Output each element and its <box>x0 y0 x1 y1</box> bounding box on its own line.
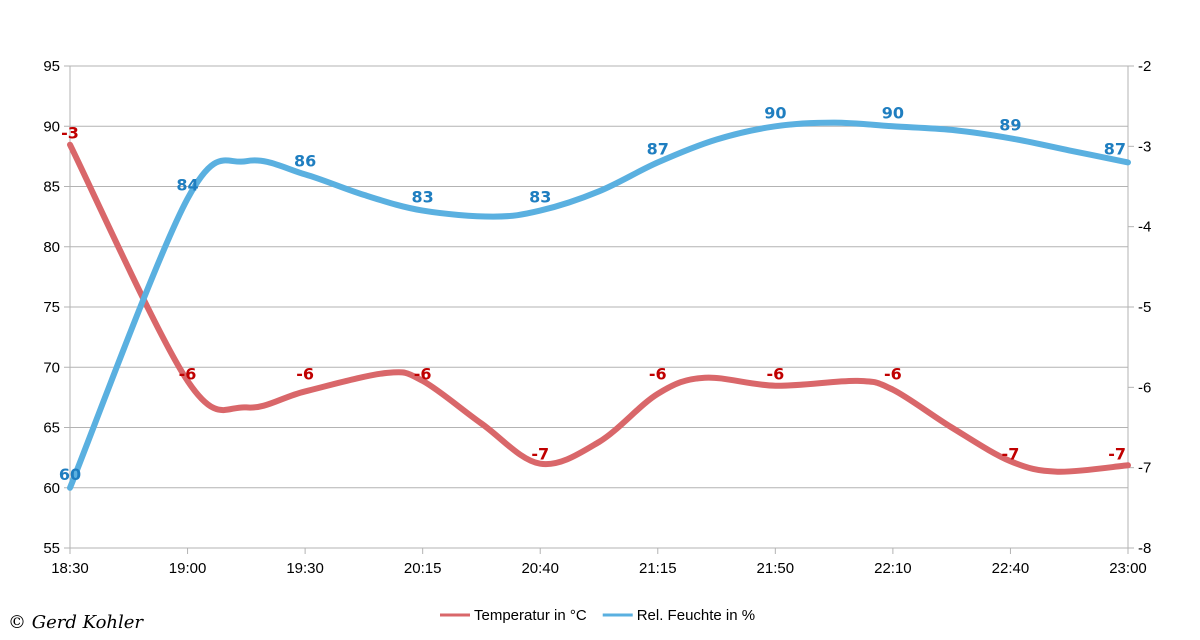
data-label: -7 <box>1108 445 1126 464</box>
data-labels: -3 -6 -6 -6 -7 -6 -6 -6 -7 -7 60 84 86 83 83 87 90 90 89 87 <box>59 103 1126 484</box>
legend: Temperatur in °C Rel. Feuchte in % <box>440 607 755 624</box>
data-label: 90 <box>882 103 904 122</box>
x-tick-label: 20:40 <box>521 560 559 577</box>
data-label: 86 <box>294 151 316 170</box>
left-y-tick-label: 85 <box>43 179 60 196</box>
right-y-tick-label: -8 <box>1138 540 1151 557</box>
right-y-tick-label: -6 <box>1138 379 1151 396</box>
x-tick-label: 21:50 <box>757 560 795 577</box>
right-y-tick-label: -7 <box>1138 460 1151 477</box>
data-label: -6 <box>884 364 902 383</box>
copyright-text: © Gerd Kohler <box>8 612 144 633</box>
left-y-tick-label: 65 <box>43 420 60 437</box>
legend-label: Temperatur in °C <box>474 607 587 624</box>
data-label: 87 <box>1104 139 1126 158</box>
left-y-tick-label: 80 <box>43 239 60 256</box>
data-label: 89 <box>999 115 1021 134</box>
left-y-tick-label: 60 <box>43 480 60 497</box>
series-line-humidity <box>67 119 1131 491</box>
data-label: 83 <box>529 188 551 207</box>
left-y-tick-label: 70 <box>43 359 60 376</box>
data-label: 83 <box>412 188 434 207</box>
legend-label: Rel. Feuchte in % <box>637 607 755 624</box>
data-label: -6 <box>414 364 432 383</box>
right-y-tick-label: -2 <box>1138 58 1151 75</box>
data-label: -7 <box>1002 445 1020 464</box>
x-tick-label: 19:30 <box>286 560 324 577</box>
x-tick-label: 21:15 <box>639 560 677 577</box>
grid-lines <box>70 65 1128 549</box>
x-tick-label: 18:30 <box>51 560 89 577</box>
data-label: -6 <box>649 364 667 383</box>
right-y-tick-label: -3 <box>1138 138 1151 155</box>
right-y-axis-tick-labels: -8 -7 -6 -5 -4 -3 -2 <box>1138 58 1151 557</box>
data-label: 87 <box>647 139 669 158</box>
left-y-tick-label: 55 <box>43 540 60 557</box>
data-label: -7 <box>531 445 549 464</box>
data-label: -6 <box>296 364 314 383</box>
data-label: 60 <box>59 465 81 484</box>
series-lines <box>67 119 1131 491</box>
x-axis-tick-labels: 18:30 19:00 19:30 20:15 20:40 21:15 21:50 22:10… <box>51 560 1147 577</box>
x-tick-label: 23:00 <box>1109 560 1147 577</box>
left-y-tick-label: 75 <box>43 299 60 316</box>
left-y-tick-label: 95 <box>43 58 60 75</box>
data-label: 84 <box>176 176 198 195</box>
data-label: -6 <box>766 364 784 383</box>
axes <box>64 65 1134 554</box>
x-tick-label: 22:10 <box>874 560 912 577</box>
data-label: -3 <box>61 123 79 142</box>
data-label: 90 <box>764 103 786 122</box>
left-y-axis-tick-labels: 55 60 65 70 75 80 85 90 95 <box>43 58 60 557</box>
x-tick-label: 22:40 <box>992 560 1030 577</box>
series-line-temperature <box>67 141 1131 475</box>
data-label: -6 <box>179 364 197 383</box>
x-tick-label: 20:15 <box>404 560 442 577</box>
left-y-tick-label: 90 <box>43 118 60 135</box>
x-tick-label: 19:00 <box>169 560 207 577</box>
right-y-tick-label: -5 <box>1138 299 1151 316</box>
right-y-tick-label: -4 <box>1138 219 1151 236</box>
